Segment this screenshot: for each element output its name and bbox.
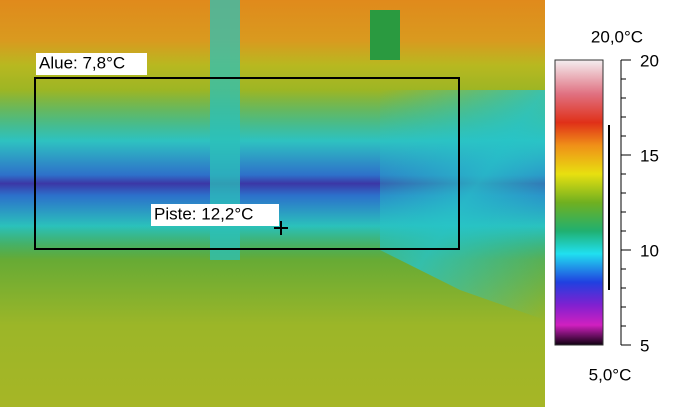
scale-min: 5,0°C	[589, 365, 632, 384]
thermal-view: Alue: 7,8°C Piste: 12,2°C 20,0°C 5,0°C 2…	[0, 0, 675, 407]
scale-max: 20,0°C	[591, 27, 643, 46]
color-scale	[555, 60, 603, 345]
tick-label: 5	[640, 336, 649, 355]
tick-label: 20	[640, 51, 659, 70]
page: Alue: 7,8°C Piste: 12,2°C 20,0°C 5,0°C 2…	[0, 0, 675, 407]
tick-label: 10	[640, 241, 659, 260]
spot-label: Piste: 12,2°C	[154, 204, 253, 223]
tick-label: 15	[640, 146, 659, 165]
warm-patch	[370, 10, 400, 60]
area-label: Alue: 7,8°C	[39, 53, 125, 72]
